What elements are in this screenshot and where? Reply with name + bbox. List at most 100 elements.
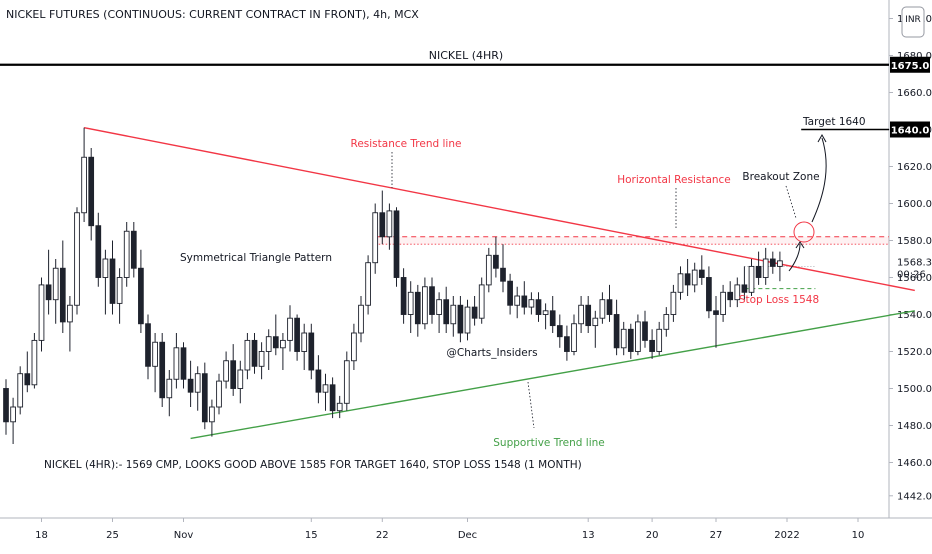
- candle[interactable]: [613, 299, 620, 356]
- candle[interactable]: [280, 333, 286, 370]
- candle[interactable]: [507, 273, 513, 315]
- candle[interactable]: [10, 397, 16, 444]
- candle[interactable]: [130, 222, 137, 278]
- candle[interactable]: [301, 323, 308, 370]
- candle[interactable]: [166, 370, 173, 417]
- candle[interactable]: [599, 292, 606, 324]
- candle[interactable]: [372, 203, 379, 274]
- candle[interactable]: [478, 277, 485, 324]
- candle[interactable]: [159, 333, 166, 407]
- candle[interactable]: [457, 296, 464, 343]
- candle[interactable]: [265, 329, 272, 370]
- candle[interactable]: [45, 249, 52, 315]
- candle[interactable]: [74, 207, 80, 315]
- candle[interactable]: [67, 296, 73, 352]
- candle[interactable]: [329, 377, 336, 419]
- candle[interactable]: [17, 366, 24, 415]
- candle[interactable]: [493, 236, 499, 278]
- candle[interactable]: [677, 266, 684, 300]
- candle[interactable]: [379, 190, 386, 245]
- candle[interactable]: [145, 314, 151, 380]
- candle[interactable]: [734, 277, 741, 308]
- candle[interactable]: [138, 249, 144, 333]
- candle[interactable]: [762, 247, 769, 285]
- candle[interactable]: [351, 323, 357, 370]
- candle[interactable]: [514, 286, 521, 319]
- candle[interactable]: [450, 296, 457, 337]
- candle[interactable]: [748, 259, 755, 296]
- candle[interactable]: [52, 259, 59, 324]
- candle[interactable]: [485, 247, 492, 293]
- candle[interactable]: [414, 284, 421, 337]
- candle[interactable]: [684, 259, 691, 296]
- candle[interactable]: [287, 305, 293, 352]
- candle[interactable]: [258, 342, 265, 380]
- candle[interactable]: [663, 307, 670, 337]
- candle[interactable]: [471, 296, 478, 326]
- candle[interactable]: [194, 366, 201, 411]
- candle[interactable]: [698, 255, 705, 285]
- candle[interactable]: [713, 296, 719, 348]
- candle[interactable]: [670, 284, 677, 322]
- candle[interactable]: [116, 268, 123, 324]
- candle[interactable]: [3, 379, 9, 435]
- candle[interactable]: [386, 203, 393, 250]
- candle[interactable]: [500, 244, 506, 293]
- candle[interactable]: [336, 395, 343, 419]
- candle[interactable]: [521, 281, 528, 315]
- candle[interactable]: [706, 266, 712, 319]
- candle[interactable]: [59, 240, 66, 334]
- candle[interactable]: [578, 296, 584, 333]
- candle[interactable]: [102, 249, 109, 315]
- candle[interactable]: [571, 314, 577, 356]
- candle[interactable]: [109, 240, 116, 315]
- candle[interactable]: [152, 333, 158, 393]
- candle[interactable]: [549, 296, 556, 333]
- candle[interactable]: [542, 303, 549, 330]
- candle[interactable]: [24, 351, 31, 393]
- candle[interactable]: [81, 127, 87, 222]
- candle[interactable]: [223, 351, 229, 389]
- candle[interactable]: [187, 360, 194, 407]
- candle[interactable]: [343, 351, 350, 411]
- candle[interactable]: [691, 262, 698, 293]
- candle[interactable]: [727, 281, 734, 308]
- candle[interactable]: [656, 321, 663, 356]
- candle[interactable]: [272, 314, 279, 356]
- candle[interactable]: [88, 148, 95, 241]
- candle[interactable]: [429, 277, 435, 324]
- candle[interactable]: [741, 266, 748, 300]
- candle[interactable]: [620, 321, 627, 356]
- candle[interactable]: [173, 333, 180, 389]
- candle[interactable]: [407, 281, 414, 333]
- candle[interactable]: [769, 251, 776, 274]
- candle[interactable]: [38, 277, 45, 352]
- candle[interactable]: [564, 325, 570, 361]
- candle[interactable]: [244, 333, 251, 380]
- candle[interactable]: [464, 299, 471, 341]
- candle[interactable]: [592, 310, 599, 348]
- candle[interactable]: [123, 222, 130, 287]
- candle[interactable]: [400, 268, 407, 324]
- candle[interactable]: [627, 323, 634, 359]
- candle[interactable]: [585, 296, 592, 333]
- candle[interactable]: [422, 277, 428, 330]
- candle[interactable]: [216, 373, 222, 415]
- candle[interactable]: [436, 292, 442, 333]
- candle[interactable]: [322, 373, 329, 411]
- time-axis[interactable]: 18 25 Nov 15 22 Dec 13 20 27 2022 10: [35, 518, 864, 541]
- candles[interactable]: [3, 127, 783, 444]
- candle[interactable]: [642, 310, 648, 348]
- candle[interactable]: [606, 284, 613, 322]
- candle[interactable]: [209, 399, 215, 437]
- candle[interactable]: [294, 314, 300, 361]
- candle[interactable]: [365, 255, 371, 315]
- candle[interactable]: [308, 323, 315, 380]
- currency-badge[interactable]: INR: [901, 6, 925, 38]
- candle[interactable]: [755, 251, 762, 285]
- candle[interactable]: [201, 362, 208, 430]
- candle[interactable]: [95, 212, 102, 287]
- candle[interactable]: [777, 251, 783, 282]
- candle[interactable]: [251, 333, 258, 374]
